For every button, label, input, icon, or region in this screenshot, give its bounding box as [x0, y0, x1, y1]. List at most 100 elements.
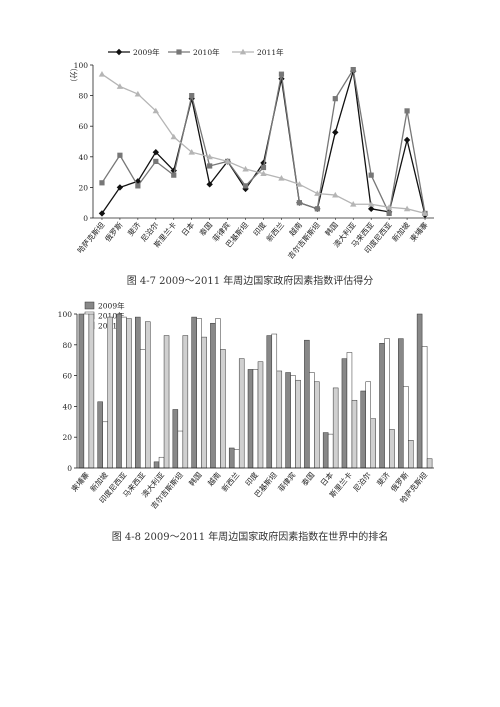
bar — [140, 349, 146, 469]
series-line — [101, 67, 426, 216]
legend-marker — [176, 49, 182, 55]
data-point — [367, 201, 375, 207]
data-point — [386, 210, 392, 217]
data-point — [278, 175, 285, 181]
data-point — [242, 165, 249, 172]
bar — [416, 313, 423, 469]
y-tick-label: 40 — [62, 402, 72, 411]
data-point — [98, 70, 106, 77]
data-point — [296, 200, 302, 206]
figure-caption-1: 图 4-7 2009～2011 年周边国家政府因素指数评估得分 — [126, 276, 374, 287]
x-tick-label: 新加坡 — [389, 219, 411, 243]
figure-caption-2: 图 4-8 2009～2011 年周边国家政府因素指数在世界中的排名 — [111, 532, 389, 543]
x-tick-label: 俄罗斯 — [102, 219, 124, 243]
x-tick-label: 日本 — [318, 469, 336, 487]
x-tick-label: 日本 — [179, 219, 197, 237]
x-tick-label: 菲律宾 — [275, 469, 297, 493]
legend-label: 2010年 — [193, 47, 220, 57]
data-point — [224, 158, 231, 164]
bar — [257, 361, 264, 469]
y-axis: 0 20 40 60 80 100 — [58, 310, 78, 473]
bar — [365, 381, 371, 469]
bar — [426, 458, 433, 469]
bar — [158, 456, 165, 469]
x-tick-label: 新西兰 — [264, 219, 286, 243]
bar — [309, 372, 315, 469]
data-point — [421, 210, 429, 216]
legend-label: 2009年 — [133, 47, 160, 57]
y-tick-label: 20 — [62, 433, 72, 442]
y-tick-label: 100 — [74, 61, 89, 70]
bar — [384, 338, 390, 469]
bar — [177, 430, 184, 469]
data-point — [296, 181, 303, 187]
y-tick-label: 80 — [62, 341, 72, 350]
bar — [182, 335, 189, 469]
bar — [403, 386, 409, 469]
data-point — [332, 129, 339, 136]
data-point — [117, 152, 123, 158]
bar — [233, 449, 240, 469]
data-point — [116, 184, 124, 191]
legend-marker — [239, 48, 247, 55]
data-point — [170, 167, 177, 174]
bar — [389, 429, 395, 469]
bar — [210, 322, 216, 469]
data-point — [332, 96, 338, 102]
bar — [121, 316, 127, 469]
data-point — [134, 90, 142, 97]
bar — [295, 379, 301, 469]
bar — [88, 313, 95, 469]
bar — [201, 336, 207, 469]
bar — [351, 399, 358, 469]
data-point — [314, 206, 320, 212]
x-tick-label: 越南 — [205, 469, 223, 487]
data-point — [403, 205, 411, 212]
line-legend: 2009年 2010年 2011年 — [108, 47, 284, 57]
data-point — [278, 71, 285, 77]
series-line — [101, 70, 426, 216]
legend-label: 2010年 — [98, 311, 125, 321]
bar — [163, 335, 170, 469]
bar — [421, 346, 428, 469]
bar — [314, 381, 320, 469]
bar — [83, 313, 90, 469]
bar — [191, 316, 197, 469]
line-chart: 2009年 2010年 2011年 0 20 40 60 80 100（分） 哈萨克斯坦俄罗斯… — [69, 47, 434, 261]
bar — [116, 313, 122, 469]
y-tick-label: 60 — [62, 372, 72, 381]
data-point — [207, 163, 213, 169]
data-point — [206, 181, 213, 188]
bar — [107, 316, 113, 469]
bar — [341, 358, 348, 469]
bar — [266, 335, 273, 469]
bars — [78, 313, 433, 469]
legend-label: 2011年 — [257, 47, 284, 57]
bar — [322, 432, 329, 469]
bar — [220, 349, 226, 469]
bar — [271, 333, 278, 469]
legend-swatch — [84, 301, 95, 310]
data-point — [152, 107, 160, 114]
bar — [370, 418, 376, 469]
y-tick-label: 100 — [58, 310, 73, 319]
data-point — [99, 180, 105, 186]
bar — [126, 318, 132, 469]
data-point — [403, 136, 411, 144]
bar — [346, 352, 353, 469]
bar — [78, 313, 85, 469]
data-point — [350, 66, 356, 73]
y-tick-label: 40 — [78, 153, 88, 162]
bar — [285, 372, 291, 469]
data-point — [367, 205, 375, 213]
bar — [135, 316, 141, 469]
x-tick-label: 哈萨克斯坦 — [75, 219, 107, 255]
x-tick-label: 柬埔寨 — [407, 219, 429, 243]
legend-label: 2009年 — [98, 301, 125, 311]
bar — [408, 440, 414, 469]
data-point — [368, 172, 374, 178]
x-tick-label: 尼泊尔 — [351, 469, 373, 493]
data-point — [350, 201, 357, 207]
